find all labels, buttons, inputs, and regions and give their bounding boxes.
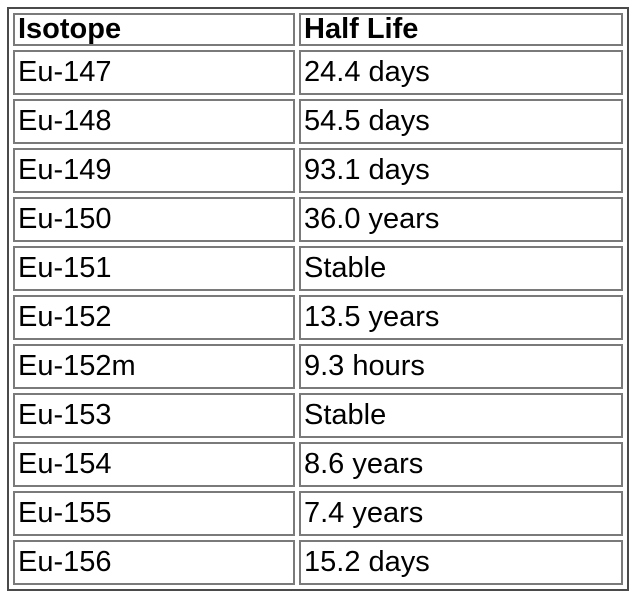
isotope-cell: Eu-152m — [13, 344, 295, 389]
isotope-cell: Eu-150 — [13, 197, 295, 242]
table-row: Eu-155 7.4 years — [13, 491, 623, 536]
table-row: Eu-154 8.6 years — [13, 442, 623, 487]
table-row: Eu-152 13.5 years — [13, 295, 623, 340]
half-life-cell: 36.0 years — [299, 197, 623, 242]
half-life-cell: 15.2 days — [299, 540, 623, 585]
isotope-cell: Eu-153 — [13, 393, 295, 438]
half-life-cell: 7.4 years — [299, 491, 623, 536]
column-header-isotope: Isotope — [13, 13, 295, 46]
table-row: Eu-150 36.0 years — [13, 197, 623, 242]
table-row: Eu-149 93.1 days — [13, 148, 623, 193]
isotope-table-container: Isotope Half Life Eu-147 24.4 days Eu-14… — [7, 7, 629, 591]
table-row: Eu-151 Stable — [13, 246, 623, 291]
isotope-cell: Eu-152 — [13, 295, 295, 340]
table-row: Eu-156 15.2 days — [13, 540, 623, 585]
half-life-cell: 24.4 days — [299, 50, 623, 95]
column-header-half-life: Half Life — [299, 13, 623, 46]
table-row: Eu-152m 9.3 hours — [13, 344, 623, 389]
isotope-cell: Eu-148 — [13, 99, 295, 144]
isotope-cell: Eu-147 — [13, 50, 295, 95]
half-life-cell: 13.5 years — [299, 295, 623, 340]
isotope-cell: Eu-156 — [13, 540, 295, 585]
half-life-cell: 93.1 days — [299, 148, 623, 193]
table-header-row: Isotope Half Life — [13, 13, 623, 46]
isotope-half-life-table: Isotope Half Life Eu-147 24.4 days Eu-14… — [9, 9, 627, 589]
half-life-cell: 9.3 hours — [299, 344, 623, 389]
table-row: Eu-153 Stable — [13, 393, 623, 438]
half-life-cell: 8.6 years — [299, 442, 623, 487]
half-life-cell: 54.5 days — [299, 99, 623, 144]
isotope-cell: Eu-155 — [13, 491, 295, 536]
table-row: Eu-147 24.4 days — [13, 50, 623, 95]
half-life-cell: Stable — [299, 246, 623, 291]
isotope-cell: Eu-151 — [13, 246, 295, 291]
table-row: Eu-148 54.5 days — [13, 99, 623, 144]
half-life-cell: Stable — [299, 393, 623, 438]
isotope-cell: Eu-149 — [13, 148, 295, 193]
isotope-cell: Eu-154 — [13, 442, 295, 487]
